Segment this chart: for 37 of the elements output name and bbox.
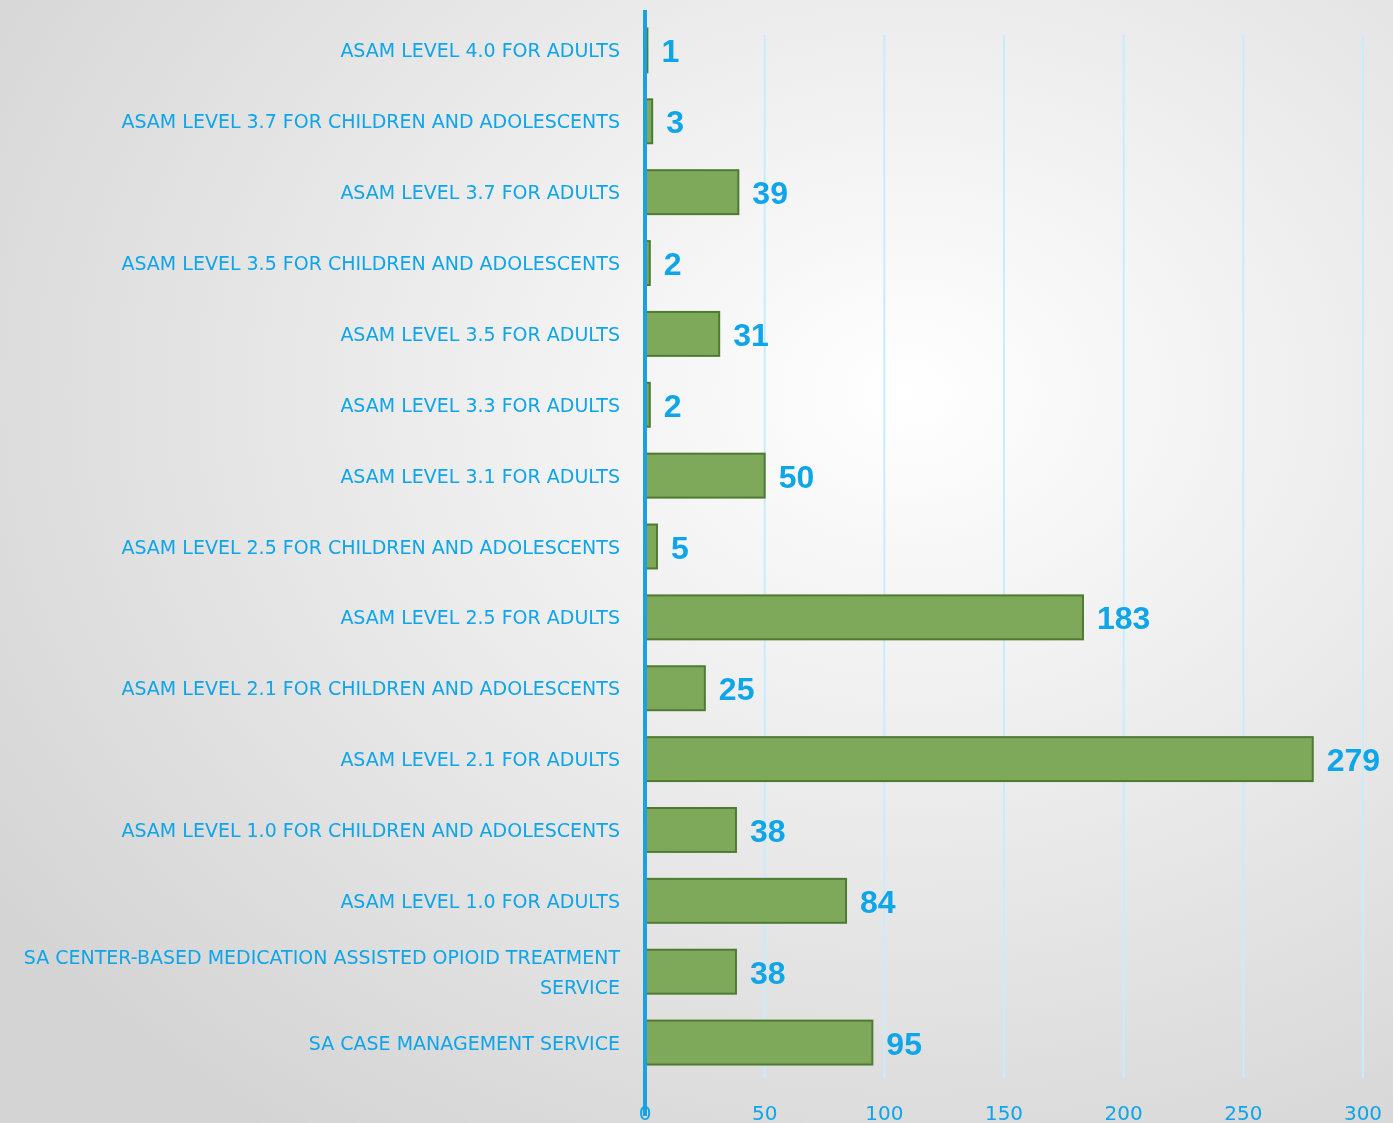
y-tick-label: ASAM LEVEL 3.7 FOR CHILDREN AND ADOLESCENTS xyxy=(121,110,620,133)
data-label: 1 xyxy=(661,33,680,70)
x-tick-label: 100 xyxy=(865,1101,904,1123)
data-label: 183 xyxy=(1096,600,1151,637)
y-tick-label: ASAM LEVEL 3.5 FOR ADULTS xyxy=(340,322,620,345)
y-tick-label: ASAM LEVEL 4.0 FOR ADULTS xyxy=(340,39,620,62)
data-label: 2 xyxy=(663,246,682,283)
y-tick-label: ASAM LEVEL 3.1 FOR ADULTS xyxy=(340,464,620,487)
data-label: 25 xyxy=(718,671,755,708)
data-label: 5 xyxy=(670,529,689,566)
y-tick-label: ASAM LEVEL 1.0 FOR CHILDREN AND ADOLESCENTS xyxy=(121,818,620,841)
y-tick-label: ASAM LEVEL 2.5 FOR ADULTS xyxy=(340,606,620,629)
y-tick-label: SA CENTER-BASED MEDICATION ASSISTED OPIOID TREATMENT SERVICE xyxy=(23,945,621,998)
y-tick-label: ASAM LEVEL 3.7 FOR ADULTS xyxy=(340,181,620,204)
data-label: 84 xyxy=(860,883,896,920)
y-tick-label: ASAM LEVEL 3.3 FOR ADULTS xyxy=(340,393,620,416)
data-label: 50 xyxy=(778,458,815,495)
y-tick-label: ASAM LEVEL 2.5 FOR CHILDREN AND ADOLESCENTS xyxy=(121,535,620,558)
y-tick-label: ASAM LEVEL 3.5 FOR CHILDREN AND ADOLESCENTS xyxy=(121,252,620,275)
x-tick-label: 250 xyxy=(1224,1101,1263,1123)
y-tick-label: SA CASE MANAGEMENT SERVICE xyxy=(308,1031,620,1054)
x-tick-label: 300 xyxy=(1343,1101,1383,1123)
data-label: 38 xyxy=(749,812,786,849)
x-tick-label: 0 xyxy=(638,1101,652,1123)
y-tick-label: ASAM LEVEL 2.1 FOR CHILDREN AND ADOLESCENTS xyxy=(121,677,620,700)
data-label: 95 xyxy=(886,1025,922,1062)
data-label: 279 xyxy=(1326,742,1381,779)
x-tick-label: 150 xyxy=(984,1101,1024,1123)
data-label: 31 xyxy=(733,316,769,353)
data-label: 38 xyxy=(749,954,786,991)
data-label: 39 xyxy=(752,175,788,212)
data-label: 2 xyxy=(663,387,682,424)
y-tick-label: ASAM LEVEL 1.0 FOR ADULTS xyxy=(340,889,620,912)
y-tick-label: ASAM LEVEL 2.1 FOR ADULTS xyxy=(340,748,620,771)
x-tick-label: 50 xyxy=(751,1101,778,1123)
x-tick-label: 200 xyxy=(1104,1101,1143,1123)
data-label: 3 xyxy=(666,104,684,141)
